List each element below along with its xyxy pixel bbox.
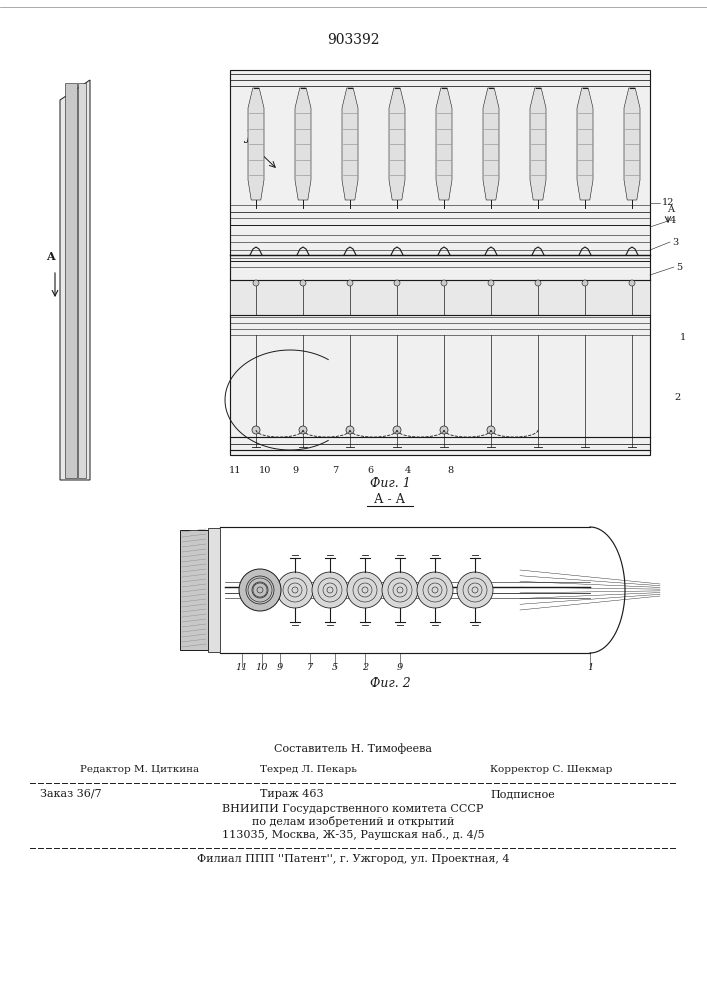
Text: 9: 9 <box>292 466 298 475</box>
Circle shape <box>347 280 353 286</box>
Text: 9: 9 <box>397 663 403 672</box>
Text: Фиг. 2: Фиг. 2 <box>370 677 410 690</box>
Circle shape <box>393 426 401 434</box>
Circle shape <box>312 572 348 608</box>
Text: Подписное: Подписное <box>490 789 555 799</box>
Text: Техред Л. Пекарь: Техред Л. Пекарь <box>260 765 357 774</box>
Text: 4: 4 <box>405 466 411 475</box>
Circle shape <box>394 280 400 286</box>
Circle shape <box>239 569 281 611</box>
Circle shape <box>441 280 447 286</box>
Circle shape <box>417 572 453 608</box>
Circle shape <box>582 280 588 286</box>
Text: 11: 11 <box>235 663 248 672</box>
Text: 7: 7 <box>332 466 338 475</box>
Text: 1: 1 <box>587 663 593 672</box>
Circle shape <box>488 280 494 286</box>
Bar <box>180 530 208 650</box>
Circle shape <box>487 426 495 434</box>
Circle shape <box>457 572 493 608</box>
Text: Тираж 463: Тираж 463 <box>260 789 324 799</box>
Text: 7: 7 <box>307 663 313 672</box>
Text: 5: 5 <box>332 663 338 672</box>
Polygon shape <box>60 80 90 480</box>
Bar <box>208 528 220 652</box>
Bar <box>65 83 77 478</box>
Text: ВНИИПИ Государственного комитета СССР: ВНИИПИ Государственного комитета СССР <box>222 804 484 814</box>
Bar <box>230 70 650 455</box>
Text: A: A <box>46 251 54 262</box>
Polygon shape <box>342 88 358 200</box>
Text: Заказ 36/7: Заказ 36/7 <box>40 789 102 799</box>
Circle shape <box>253 280 259 286</box>
Text: 3: 3 <box>672 238 678 247</box>
Polygon shape <box>483 88 499 200</box>
Text: Составитель Н. Тимофеева: Составитель Н. Тимофеева <box>274 743 432 754</box>
Text: 10: 10 <box>259 466 271 475</box>
Text: A: A <box>667 205 674 214</box>
Circle shape <box>252 426 260 434</box>
Text: 8: 8 <box>447 466 453 475</box>
Polygon shape <box>248 88 264 200</box>
Text: 11: 11 <box>229 466 241 475</box>
Text: 113035, Москва, Ж-35, Раушская наб., д. 4/5: 113035, Москва, Ж-35, Раушская наб., д. … <box>222 829 484 840</box>
Text: 12: 12 <box>662 198 674 207</box>
Text: 5: 5 <box>676 263 682 272</box>
Polygon shape <box>530 88 546 200</box>
Text: 10: 10 <box>256 663 268 672</box>
Circle shape <box>382 572 418 608</box>
Circle shape <box>300 280 306 286</box>
Circle shape <box>277 572 313 608</box>
Text: Филиал ППП ''Патент'', г. Ужгород, ул. Проектная, 4: Филиал ППП ''Патент'', г. Ужгород, ул. П… <box>197 854 509 864</box>
Polygon shape <box>295 88 311 200</box>
Polygon shape <box>389 88 405 200</box>
Text: А - А: А - А <box>375 493 406 506</box>
Circle shape <box>440 426 448 434</box>
Circle shape <box>242 572 278 608</box>
Polygon shape <box>436 88 452 200</box>
Text: 903392: 903392 <box>327 33 379 47</box>
Circle shape <box>629 280 635 286</box>
Text: 9: 9 <box>277 663 283 672</box>
Bar <box>78 83 86 478</box>
Text: Редактор М. Циткина: Редактор М. Циткина <box>80 765 199 774</box>
Text: 1: 1 <box>680 333 686 342</box>
Text: Корректор С. Шекмар: Корректор С. Шекмар <box>490 765 612 774</box>
Polygon shape <box>577 88 593 200</box>
Circle shape <box>346 426 354 434</box>
Text: 2: 2 <box>674 393 680 402</box>
Circle shape <box>347 572 383 608</box>
Circle shape <box>299 426 307 434</box>
Polygon shape <box>624 88 640 200</box>
Bar <box>230 280 650 315</box>
Text: по делам изобретений и открытий: по делам изобретений и открытий <box>252 816 454 827</box>
Circle shape <box>535 280 541 286</box>
Text: 2: 2 <box>362 663 368 672</box>
Text: Фиг. 1: Фиг. 1 <box>370 477 410 490</box>
Text: J: J <box>245 130 250 143</box>
Text: 6: 6 <box>367 466 373 475</box>
Text: 4: 4 <box>670 216 677 225</box>
